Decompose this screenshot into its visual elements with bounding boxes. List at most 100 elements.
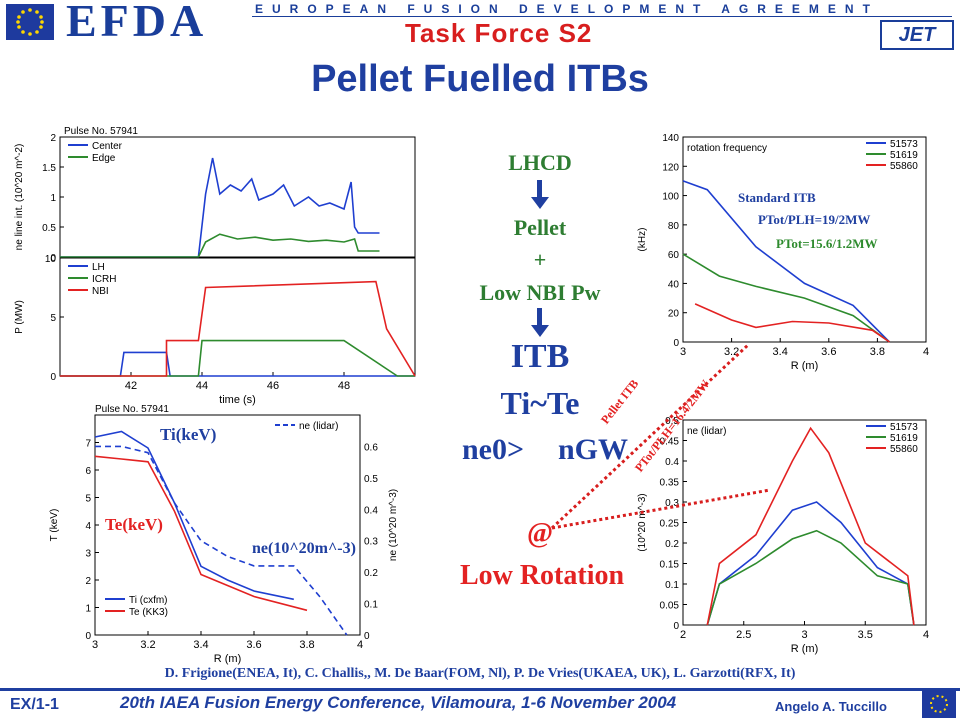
y-tick-label: 40 xyxy=(668,279,680,290)
x-axis-label: R (m) xyxy=(791,360,819,372)
x-axis-label: time (s) xyxy=(219,394,256,406)
annotation-ptot-plh-std: PTot/PLH=19/2MW xyxy=(758,212,871,227)
chart-frame xyxy=(59,136,416,258)
chart-title: rotation frequency xyxy=(687,143,767,154)
x-tick-label: 4 xyxy=(923,346,929,358)
series-line xyxy=(706,501,915,626)
agreement-text: EUROPEAN FUSION DEVELOPMENT AGREEMENT xyxy=(255,2,879,16)
x-tick-label: 3.4 xyxy=(193,639,208,651)
chart-title: ne (lidar) xyxy=(687,426,726,437)
x-tick-label: 3.2 xyxy=(140,639,155,651)
flow-ngw: nGW xyxy=(558,433,629,466)
pointer-arrow-lower xyxy=(551,488,771,530)
annotation-ti-kev: Ti(keV) xyxy=(160,425,217,444)
y-tick-label: 0.1 xyxy=(665,580,679,591)
x-axis-label: R (m) xyxy=(214,653,242,665)
y-tick-label: 0.05 xyxy=(660,601,680,612)
y-axis-label: (kHz) xyxy=(637,228,648,252)
y2-tick-label: 0.1 xyxy=(364,600,378,611)
y-tick-label: 0 xyxy=(50,372,56,383)
eu-flag-icon xyxy=(6,4,54,40)
y-tick-label: 0.45 xyxy=(660,437,680,448)
y-tick-label: 100 xyxy=(662,192,679,203)
flow-low-nbi: Low NBI Pw xyxy=(479,280,601,305)
x-tick-label: 3.8 xyxy=(870,346,885,358)
flow-pellet: Pellet xyxy=(513,215,567,240)
y-tick-label: 120 xyxy=(662,162,679,173)
series-line xyxy=(706,529,915,626)
x-tick-label: 4 xyxy=(923,629,929,641)
y-tick-label: 5 xyxy=(50,313,56,324)
y2-tick-label: 0.2 xyxy=(364,568,378,579)
legend-label: ICRH xyxy=(92,274,116,285)
y-tick-label: 0.3 xyxy=(665,498,679,509)
eu-flag-icon xyxy=(922,690,956,718)
x-tick-label: 3.6 xyxy=(246,639,261,651)
legend-label: Te (KK3) xyxy=(129,607,168,618)
chart-frame xyxy=(682,136,927,343)
y-tick-label: 80 xyxy=(668,221,680,232)
flow-low-rotation: Low Rotation xyxy=(459,560,625,591)
y-tick-label: 1 xyxy=(50,193,56,204)
y-tick-label: 2 xyxy=(85,576,91,587)
y-tick-label: 3 xyxy=(85,549,91,560)
annotation-ptot-std: PTot=15.6/1.2MW xyxy=(776,236,878,251)
y-tick-label: 20 xyxy=(668,309,680,320)
x-tick-label: 44 xyxy=(196,380,208,392)
series-line xyxy=(60,339,415,377)
x-tick-label: 42 xyxy=(125,380,137,392)
legend-label: 51573 xyxy=(890,139,918,150)
y-axis-label: ne line int. (10^20 m^-2) xyxy=(14,144,25,251)
y2-tick-label: 0.3 xyxy=(364,537,378,548)
x-tick-label: 3.6 xyxy=(821,346,836,358)
series-line xyxy=(694,303,890,343)
series-line xyxy=(95,445,348,636)
series-line xyxy=(706,426,915,626)
y-tick-label: 0.2 xyxy=(665,539,679,550)
y-tick-label: 0 xyxy=(673,338,679,349)
legend-label: 51573 xyxy=(890,422,918,433)
y-tick-label: 0.4 xyxy=(665,457,679,468)
series-line xyxy=(60,233,380,258)
y-tick-label: 140 xyxy=(662,133,679,144)
flow-plus: + xyxy=(533,247,547,272)
author-name: Angelo A. Tuccillo xyxy=(775,699,887,714)
y-axis-label: P (MW) xyxy=(14,300,25,334)
series-line xyxy=(60,280,416,377)
y-tick-label: 1.5 xyxy=(42,163,56,174)
x-tick-label: 48 xyxy=(338,380,350,392)
y-tick-label: 0.5 xyxy=(665,416,679,427)
series-line xyxy=(94,430,294,601)
y-tick-label: 0 xyxy=(50,253,56,264)
conference-name: 20th IAEA Fusion Energy Conference, Vila… xyxy=(120,693,677,712)
legend-label: ne (lidar) xyxy=(299,421,338,432)
flow-arrow-1 xyxy=(537,180,542,198)
x-tick-label: 46 xyxy=(267,380,279,392)
jet-logo: JET xyxy=(880,20,954,50)
annotation-te-kev: Te(keV) xyxy=(105,515,163,534)
page-title: Pellet Fuelled ITBs xyxy=(311,58,649,100)
y-tick-label: 4 xyxy=(85,521,91,532)
legend-label: 51619 xyxy=(890,433,918,444)
series-line xyxy=(94,455,308,612)
legend-label: 51619 xyxy=(890,150,918,161)
legend-label: NBI xyxy=(92,286,109,297)
y-tick-label: 0 xyxy=(85,631,91,642)
y-tick-label: 7 xyxy=(85,439,91,450)
y-tick-label: 0 xyxy=(673,621,679,632)
flow-ti-te: Ti~Te xyxy=(500,385,580,421)
x-tick-label: 3 xyxy=(92,639,98,651)
y-tick-label: 0.5 xyxy=(42,223,56,234)
footer-bar xyxy=(0,688,960,723)
flow-ne0: ne0> xyxy=(462,433,525,466)
arrow-down-icon xyxy=(531,197,549,209)
series-line xyxy=(682,253,890,343)
y-tick-label: 0.35 xyxy=(660,478,680,489)
y-tick-label: 2 xyxy=(50,133,56,144)
x-tick-label: 3.8 xyxy=(299,639,314,651)
x-tick-label: 3.5 xyxy=(858,629,873,641)
y-tick-label: 60 xyxy=(668,250,680,261)
x-tick-label: 2 xyxy=(680,629,686,641)
chart-frame xyxy=(94,414,361,636)
